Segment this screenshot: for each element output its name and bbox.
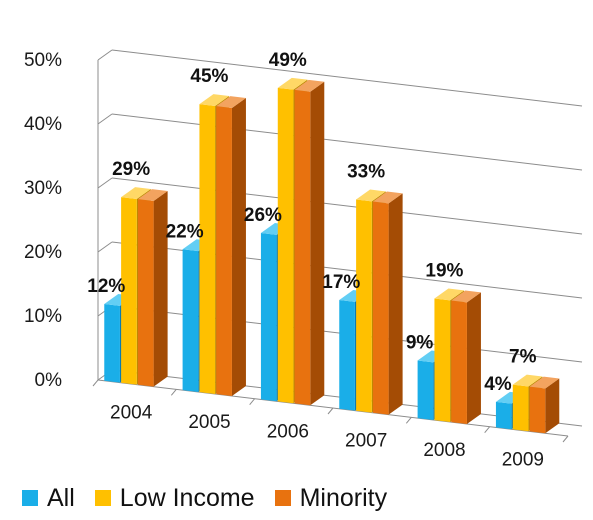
bar-top bbox=[529, 376, 560, 389]
bar-front bbox=[372, 201, 389, 415]
gridline-side bbox=[97, 177, 113, 189]
bar-top bbox=[137, 189, 168, 202]
x-tick-label-2006: 2006 bbox=[267, 421, 309, 442]
x-tick bbox=[484, 426, 491, 433]
data-label-all-2008: 9% bbox=[406, 332, 434, 353]
bar-front bbox=[339, 299, 355, 411]
x-tick-label-2007: 2007 bbox=[345, 431, 387, 452]
bar-front bbox=[294, 89, 311, 406]
bar-side bbox=[545, 378, 560, 434]
legend-swatch-all bbox=[22, 490, 38, 506]
bar-front bbox=[512, 384, 529, 432]
bar-front bbox=[121, 197, 137, 385]
bar-minority-2007 bbox=[372, 191, 403, 415]
gridline-side bbox=[97, 49, 113, 61]
bar-top bbox=[199, 94, 230, 106]
bar-top bbox=[451, 290, 481, 303]
gridline bbox=[111, 49, 583, 107]
data-label-all-2005: 22% bbox=[166, 221, 204, 242]
data-label-all-2006: 26% bbox=[244, 205, 282, 226]
bar-top bbox=[356, 189, 386, 202]
bar-front bbox=[199, 104, 216, 394]
bar-front bbox=[356, 199, 372, 413]
bar-top bbox=[277, 77, 308, 90]
x-tick-label-2008: 2008 bbox=[423, 440, 465, 461]
bar-front bbox=[104, 303, 120, 383]
legend-label-low-income: Low Income bbox=[119, 483, 255, 512]
data-label-all-2009: 4% bbox=[484, 374, 512, 395]
data-label-low-income-2005: 45% bbox=[190, 66, 228, 87]
x-tick bbox=[249, 398, 256, 405]
legend: All Low Income Minority bbox=[22, 478, 407, 518]
x-tick-label-2005: 2005 bbox=[188, 412, 230, 433]
bar-minority-2008 bbox=[451, 290, 481, 424]
bar-front bbox=[495, 401, 512, 430]
data-label-all-2007: 17% bbox=[322, 272, 360, 293]
legend-swatch-minority bbox=[274, 490, 291, 506]
x-tick bbox=[170, 389, 177, 396]
bar-minority-2004 bbox=[137, 189, 168, 387]
legend-swatch-low-income bbox=[94, 490, 111, 506]
bar-side bbox=[231, 97, 246, 396]
legend-label-all: All bbox=[47, 483, 75, 512]
x-tick bbox=[405, 417, 412, 424]
bar-front bbox=[277, 87, 294, 404]
bar-front bbox=[260, 233, 277, 402]
y-tick-label: 50% bbox=[24, 50, 62, 71]
gridline-side bbox=[97, 113, 113, 125]
data-label-low-income-2004: 29% bbox=[112, 159, 150, 180]
bar-top bbox=[121, 187, 151, 200]
bar-front bbox=[216, 106, 232, 396]
bar-top bbox=[294, 79, 325, 92]
bar-side bbox=[153, 191, 168, 387]
bar-minority-2009 bbox=[529, 376, 560, 434]
bar-top bbox=[434, 288, 465, 301]
gridline-side bbox=[97, 241, 113, 253]
bar-top bbox=[512, 374, 543, 387]
legend-item-minority: Minority bbox=[274, 483, 388, 513]
bar-minority-2005 bbox=[216, 96, 246, 396]
bar-top bbox=[372, 191, 403, 204]
x-tick-label-2004: 2004 bbox=[110, 403, 153, 424]
y-tick-label: 20% bbox=[24, 242, 62, 263]
data-label-low-income-2006: 49% bbox=[269, 50, 307, 71]
y-tick-label: 0% bbox=[35, 370, 63, 391]
x-tick bbox=[92, 379, 99, 387]
x-tick bbox=[327, 407, 334, 415]
legend-item-all: All bbox=[22, 484, 75, 513]
bar-front bbox=[529, 386, 546, 434]
bar-front bbox=[417, 360, 434, 420]
x-tick bbox=[562, 435, 569, 443]
bar-side bbox=[466, 292, 481, 424]
y-tick-label: 10% bbox=[24, 306, 62, 327]
y-tick-label: 40% bbox=[24, 114, 62, 135]
y-tick-label: 30% bbox=[24, 178, 62, 199]
data-label-low-income-2009: 7% bbox=[509, 347, 537, 368]
bar-top bbox=[216, 96, 246, 108]
bar-side bbox=[388, 193, 403, 415]
bar-minority-2006 bbox=[294, 79, 325, 406]
data-label-low-income-2007: 33% bbox=[347, 162, 385, 183]
legend-item-low-income: Low Income bbox=[94, 483, 255, 513]
legend-label-minority: Minority bbox=[299, 483, 388, 512]
bar-front bbox=[182, 249, 199, 392]
gridline bbox=[111, 177, 583, 235]
bar-side bbox=[310, 81, 325, 406]
data-label-low-income-2008: 19% bbox=[425, 260, 463, 281]
x-tick-label-2009: 2009 bbox=[502, 449, 544, 470]
gridline bbox=[111, 113, 583, 171]
bar-front bbox=[451, 300, 467, 424]
bar-front bbox=[137, 199, 154, 387]
data-label-all-2004: 12% bbox=[87, 276, 125, 297]
bar-front bbox=[434, 298, 451, 422]
